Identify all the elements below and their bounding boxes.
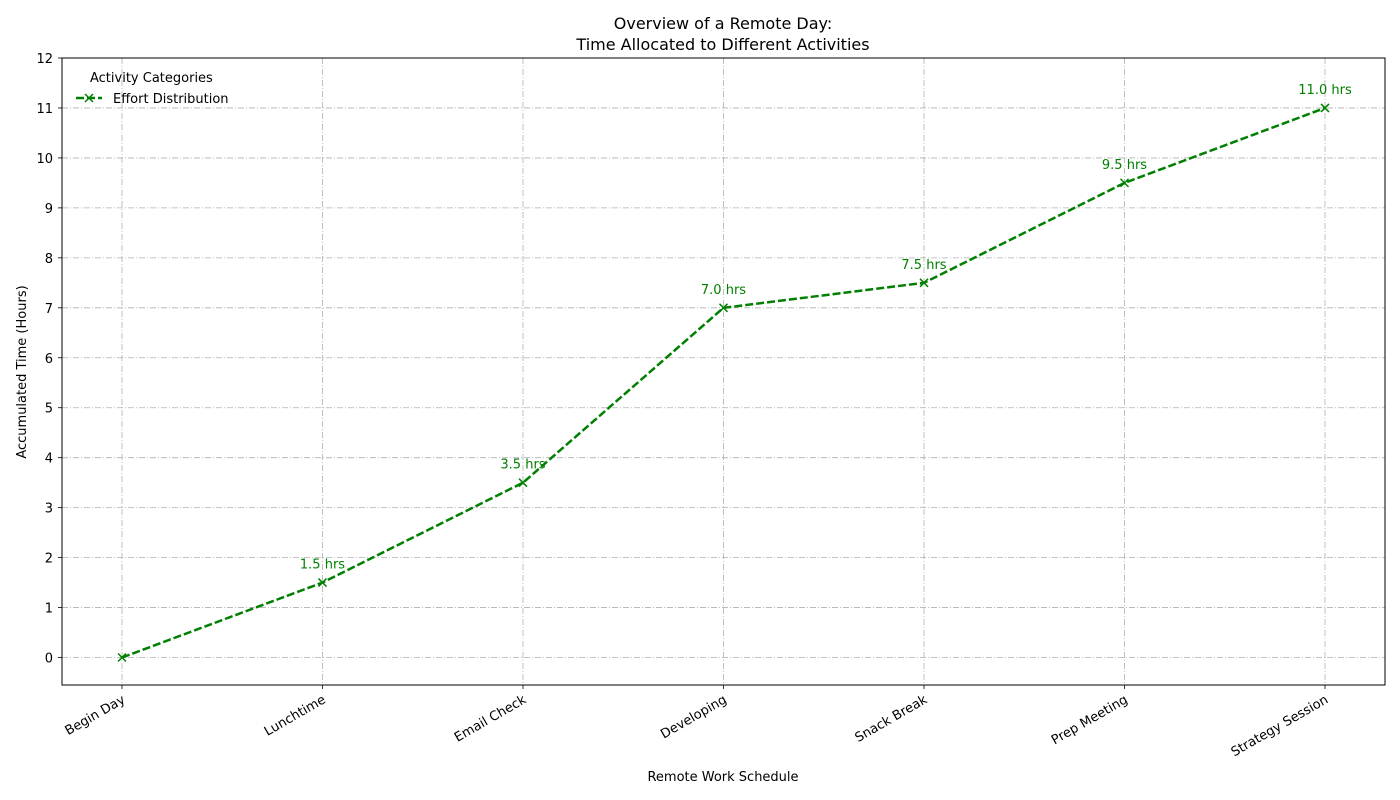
x-tick-label: Snack Break <box>853 692 931 746</box>
x-tick-label: Lunchtime <box>262 692 329 739</box>
y-tick-label: 5 <box>45 402 53 417</box>
data-point-marker <box>1320 103 1330 113</box>
data-label: 7.0 hrs <box>701 283 746 298</box>
y-tick-label: 2 <box>45 552 53 567</box>
y-tick-label: 3 <box>45 502 53 517</box>
legend-marker-x <box>84 93 94 103</box>
y-tick-label: 6 <box>45 352 53 367</box>
y-tick-label: 1 <box>45 602 53 617</box>
y-tick-label: 4 <box>45 452 53 467</box>
x-tick-label: Begin Day <box>63 692 129 739</box>
chart-title-line-1: Overview of a Remote Day: <box>614 14 832 33</box>
chart-title-line-2: Time Allocated to Different Activities <box>575 35 869 54</box>
data-label: 11.0 hrs <box>1298 83 1352 98</box>
legend-title: Activity Categories <box>90 71 213 86</box>
series-layer <box>117 103 1330 663</box>
data-label: 7.5 hrs <box>901 258 946 273</box>
y-tick-label: 8 <box>45 252 53 267</box>
y-tick-label: 9 <box>45 202 53 217</box>
data-point-marker <box>1119 178 1130 188</box>
x-tick-label: Email Check <box>452 692 529 745</box>
data-point-marker <box>117 652 127 663</box>
x-tick-label: Strategy Session <box>1229 692 1331 760</box>
plot-frame <box>61 57 1386 686</box>
y-axis-label: Accumulated Time (Hours) <box>15 285 30 458</box>
data-point-marker <box>518 478 528 488</box>
y-tick-label: 0 <box>45 652 53 667</box>
legend: Activity Categories Effort Distribution <box>76 71 229 107</box>
data-labels: 1.5 hrs 3.5 hrs 7.0 hrs 7.5 hrs 9.5 hrs 11.0 … <box>300 83 1352 573</box>
y-tick-label: 12 <box>36 52 53 67</box>
data-label: 1.5 hrs <box>300 558 345 573</box>
y-tick-label: 10 <box>36 152 53 167</box>
legend-marker-x-shape <box>84 93 94 103</box>
data-point-marker <box>919 278 929 288</box>
y-tick-label: 11 <box>36 102 53 117</box>
x-tick-label: Developing <box>658 692 729 742</box>
legend-entry-effort-distribution: Effort Distribution <box>113 92 229 107</box>
x-axis-label: Remote Work Schedule <box>647 770 798 785</box>
data-point-marker <box>718 303 729 313</box>
y-tick-label: 7 <box>45 302 53 317</box>
data-point-marker <box>317 578 328 588</box>
data-label: 9.5 hrs <box>1102 158 1147 173</box>
grid <box>62 57 1385 685</box>
x-tick-label: Prep Meeting <box>1049 692 1131 748</box>
data-label: 3.5 hrs <box>500 458 545 473</box>
